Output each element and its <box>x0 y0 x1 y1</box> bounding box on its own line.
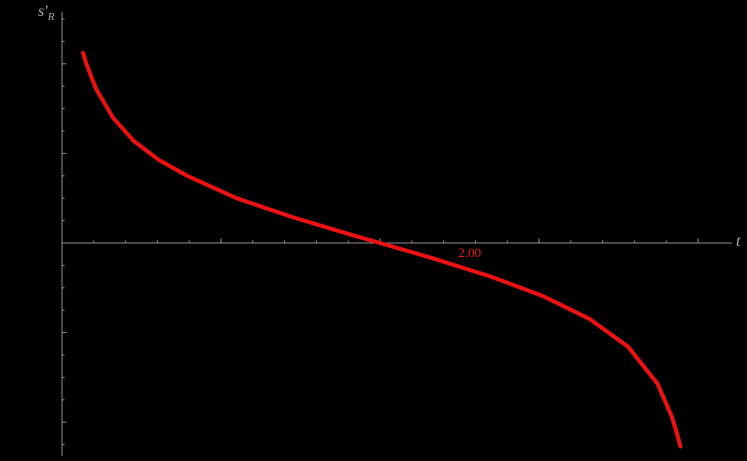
x-axis-label: t <box>736 233 741 250</box>
y-axis-label-subscript: R <box>47 11 55 23</box>
y-axis-label: s′R <box>38 4 54 23</box>
curve-annotation: 2.00 <box>458 245 481 260</box>
curve-s-prime-R <box>81 51 683 449</box>
y-axis-label-symbol: s′ <box>38 3 48 20</box>
